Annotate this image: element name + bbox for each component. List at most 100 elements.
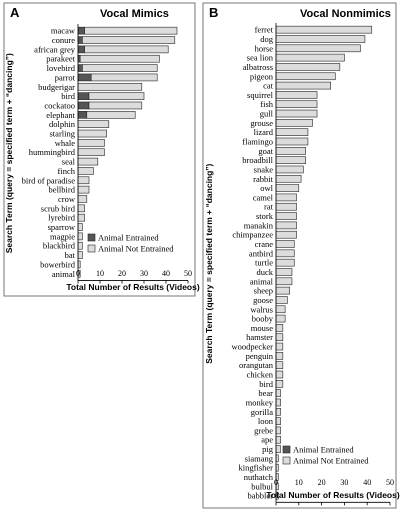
x-tick-label: 20 [118, 269, 126, 278]
category-label: orangutan [239, 360, 274, 370]
bar-not-entrained [275, 174, 302, 183]
bar-not-entrained [275, 193, 297, 202]
bar-not-entrained [275, 445, 281, 453]
x-tick-label: 50 [184, 269, 192, 278]
category-label: lizard [254, 127, 274, 137]
bar-not-entrained [275, 35, 366, 43]
panel-frame [202, 2, 397, 509]
category-label: grouse [250, 118, 273, 128]
category-label: crow [58, 194, 76, 204]
bar-not-entrained [275, 296, 288, 304]
category-label: chimpanzee [232, 230, 273, 240]
bar-not-entrained [275, 305, 286, 314]
bar-not-entrained [275, 109, 318, 118]
category-label: flamingo [242, 137, 273, 147]
category-label: owl [260, 183, 273, 193]
x-axis-title: Total Number of Results (Videos) [266, 490, 400, 500]
category-label: whale [55, 138, 76, 148]
category-label: booby [252, 314, 274, 324]
bar-not-entrained [275, 63, 341, 71]
bar-not-entrained [275, 268, 293, 276]
bar-not-entrained [275, 72, 336, 81]
category-label: fish [260, 99, 274, 109]
category-label: elephant [46, 110, 75, 120]
category-label: lovebird [47, 63, 76, 73]
category-label: crane [255, 239, 274, 249]
bar-not-entrained [275, 352, 284, 360]
bar-not-entrained [275, 407, 281, 416]
category-label: antbird [249, 248, 274, 258]
bar-not-entrained [275, 435, 281, 444]
x-tick-label: 30 [340, 478, 348, 487]
bar-not-entrained [275, 314, 286, 323]
legend-swatch [87, 233, 96, 242]
bar-not-entrained [77, 129, 107, 138]
category-label: ferret [255, 25, 274, 35]
bar-entrained [77, 64, 83, 72]
bar-not-entrained [275, 44, 361, 53]
x-axis-title: Total Number of Results (Videos) [66, 282, 200, 292]
panel-title: Vocal Nonmimics [300, 8, 391, 20]
category-label: seal [62, 157, 76, 167]
bar-not-entrained [275, 184, 300, 192]
category-label: siamang [245, 453, 274, 463]
bar-not-entrained [275, 53, 345, 62]
category-label: loon [258, 416, 274, 426]
bar-not-entrained [275, 147, 306, 155]
bar-not-entrained [275, 380, 284, 388]
category-label: cat [263, 81, 274, 91]
bar-not-entrained [77, 204, 85, 213]
bar-not-entrained [77, 82, 143, 91]
bar-not-entrained [77, 251, 83, 259]
category-label: pig [262, 444, 274, 454]
bar-not-entrained [275, 202, 297, 211]
bar-not-entrained [275, 389, 281, 397]
bar-not-entrained [275, 277, 293, 286]
category-label: bird of paradise [22, 175, 76, 185]
legend-label: Animal Not Entrained [293, 456, 369, 466]
category-label: macaw [51, 26, 76, 36]
bar-entrained [77, 73, 92, 82]
bar-not-entrained [275, 91, 318, 99]
category-label: walrus [250, 304, 273, 314]
category-label: goat [258, 146, 273, 156]
bar-not-entrained [77, 185, 90, 194]
category-label: cockatoo [44, 100, 75, 110]
bar-not-entrained [79, 54, 160, 63]
bar-not-entrained [275, 156, 306, 164]
bar-not-entrained [275, 81, 332, 90]
bar-not-entrained [86, 111, 136, 119]
category-label: broadbill [242, 155, 273, 165]
category-label: lyrebird [48, 213, 76, 223]
bar-not-entrained [77, 176, 90, 185]
category-label: rabbit [253, 174, 273, 184]
bar-not-entrained [77, 232, 83, 241]
category-label: albatross [243, 62, 273, 72]
category-label: animal [250, 276, 274, 286]
y-axis-title: Search Term (query = specified term + “d… [4, 53, 14, 253]
bar-not-entrained [275, 398, 281, 407]
bar-not-entrained [275, 221, 297, 230]
category-label: dog [260, 34, 274, 44]
category-label: scrub bird [41, 203, 76, 213]
panel-frame [3, 2, 196, 297]
bar-not-entrained [84, 45, 169, 54]
bar-not-entrained [275, 361, 284, 369]
bar-entrained [77, 26, 85, 35]
category-label: gull [260, 109, 274, 119]
category-label: snake [254, 164, 274, 174]
bar-not-entrained [275, 333, 284, 342]
x-tick-label: 40 [162, 269, 170, 278]
category-label: gorilla [251, 407, 273, 417]
bar-not-entrained [77, 167, 94, 175]
legend-swatch [282, 445, 291, 454]
category-label: mouse [251, 323, 273, 333]
bar-not-entrained [275, 426, 281, 435]
category-label: finch [58, 166, 76, 176]
x-tick-label: 40 [363, 478, 371, 487]
category-label: sparrow [48, 222, 76, 232]
category-label: ape [261, 435, 273, 445]
